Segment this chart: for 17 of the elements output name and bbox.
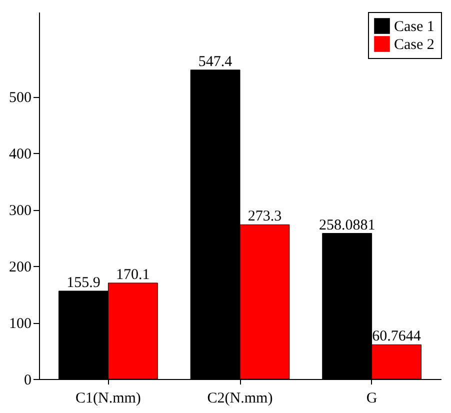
y-tick-label: 200	[9, 260, 32, 276]
data-label: 547.4	[198, 54, 233, 70]
data-label: 273.3	[248, 208, 282, 225]
legend-label: Case 1	[394, 19, 434, 35]
y-tick-label: 300	[9, 203, 32, 220]
x-tick-label: C2(N.mm)	[207, 390, 273, 406]
data-label: 155.9	[66, 274, 100, 291]
y-tick-label: 500	[9, 90, 32, 106]
data-label: 60.7644	[372, 328, 422, 345]
x-tick-label: G	[366, 390, 378, 406]
data-label: 170.1	[116, 266, 150, 283]
y-tick-label: 0	[24, 372, 32, 388]
data-label: 258.0881	[318, 217, 376, 234]
legend-label: Case 2	[394, 37, 434, 53]
x-tick-label: C1(N.mm)	[75, 390, 141, 406]
y-tick-label: 400	[9, 146, 32, 163]
y-tick-label: 100	[9, 316, 32, 332]
